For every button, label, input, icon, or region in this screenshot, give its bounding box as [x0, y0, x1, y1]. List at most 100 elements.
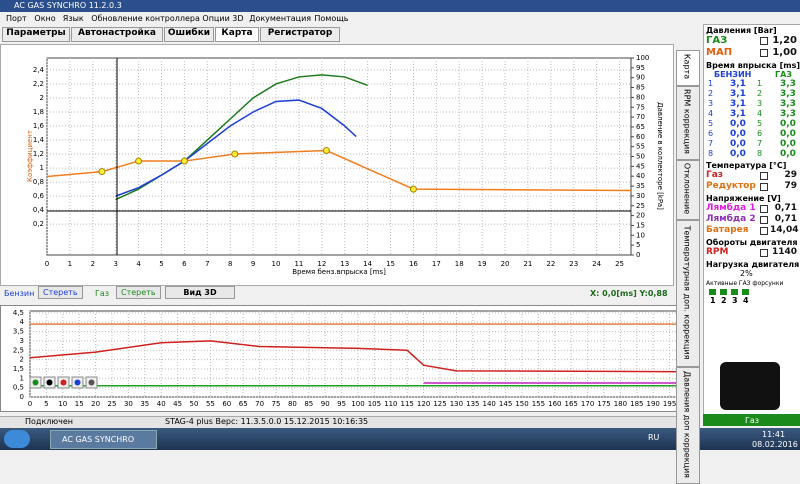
map-chart: 0 1 2 3 4 5 6 7 8 9 10 11 12 13 14 15 16 17 18 19 20 21 22 23 24… [26, 54, 664, 276]
petrol-time: 0,0 [730, 119, 746, 129]
cylinder-number: 6 [757, 129, 763, 138]
x-tick-label: 6 [182, 260, 187, 268]
reading-value: 1,00 [772, 47, 797, 58]
y2-tick-label: 15 [636, 221, 645, 229]
side-tab[interactable] [676, 220, 700, 367]
y-tick-label: 0 [20, 393, 24, 401]
map-panel [0, 44, 674, 286]
y-tick-label: 2,5 [13, 346, 24, 354]
menu-item[interactable]: Порт [6, 14, 27, 23]
y-tick-label: 1,2 [33, 150, 44, 158]
injector-number: 4 [743, 296, 749, 305]
y2-tick-label: 45 [636, 162, 645, 170]
tab[interactable]: Ошибки [164, 27, 214, 42]
checkbox[interactable] [760, 49, 768, 57]
menu-item[interactable]: Опции 3D [202, 14, 244, 23]
menu-item[interactable]: Документация [249, 14, 312, 23]
checkbox[interactable] [760, 37, 768, 45]
side-tab[interactable] [676, 50, 700, 86]
menu-item[interactable]: Помощь [314, 14, 349, 23]
tab[interactable]: Регистратор [260, 27, 340, 42]
y2-axis-label: Давление в коллекторе [kPa] [656, 102, 664, 210]
y-tick-label: 1 [40, 164, 44, 172]
checkbox[interactable] [760, 227, 768, 235]
x-axis-label: Время бенз.впрыска [ms] [292, 268, 386, 276]
scope-panel [0, 305, 692, 412]
player-icon [46, 379, 53, 386]
x-tick-label: 11 [294, 260, 303, 268]
cylinder-number: 5 [757, 119, 763, 128]
gas-label: Газ [95, 289, 110, 298]
checkbox[interactable] [760, 249, 768, 257]
language[interactable]: RU [648, 433, 660, 442]
gas-time: 3,3 [780, 89, 796, 99]
menu-item[interactable]: Обновление контроллера [91, 14, 200, 23]
x-tick-label: 195 [663, 400, 676, 408]
tab[interactable]: Автонастройка [71, 27, 163, 42]
player-icon [74, 379, 81, 386]
clear-gas-button[interactable]: Стереть [116, 286, 161, 299]
right-panel [703, 24, 800, 416]
injector-number: 1 [710, 296, 716, 305]
side-tab[interactable] [676, 86, 700, 161]
status-device: STAG-4 plus Верс: 11.3.5.0.0 15.12.2015 … [165, 417, 369, 426]
x-tick-label: 60 [222, 400, 231, 408]
x-tick-label: 10 [272, 260, 281, 268]
x-tick-label: 15 [386, 260, 395, 268]
x-tick-label: 0 [28, 400, 32, 408]
map-point [135, 157, 143, 165]
side-tab-label: Температурная доп. коррекция [682, 225, 692, 359]
x-tick-label: 25 [108, 400, 117, 408]
clear-petrol-button[interactable]: Стереть [38, 286, 83, 299]
cylinder-number: 5 [708, 119, 714, 128]
cylinder-number: 1 [757, 79, 763, 88]
checkbox[interactable] [760, 183, 768, 191]
x-tick-label: 16 [409, 260, 418, 268]
side-tab[interactable] [676, 160, 700, 221]
mode-bar [703, 414, 800, 426]
tab[interactable]: Параметры [2, 27, 70, 42]
column-header: БЕНЗИН [714, 70, 752, 79]
menu-item[interactable]: Окно [34, 14, 56, 23]
y2-tick-label: 40 [636, 172, 645, 180]
menu-item[interactable]: Язык [62, 14, 84, 23]
series-line [115, 74, 368, 201]
cylinder-number: 7 [708, 139, 714, 148]
map-point [409, 185, 417, 193]
x-tick-label: 120 [417, 400, 430, 408]
petrol-time: 3,1 [730, 109, 746, 119]
x-tick-label: 10 [58, 400, 67, 408]
y-tick-label: 2,2 [33, 80, 44, 88]
y2-tick-label: 20 [636, 212, 645, 220]
cylinder-number: 8 [708, 149, 714, 158]
y-tick-label: 0,2 [33, 220, 44, 228]
view-3d-button[interactable]: Вид 3D [165, 286, 235, 299]
y2-tick-label: 80 [636, 93, 645, 101]
checkbox[interactable] [760, 205, 768, 213]
series-line [46, 149, 632, 192]
x-tick-label: 5 [44, 400, 48, 408]
series-line [115, 99, 357, 197]
reading-label: Лямбда 2 [706, 214, 756, 224]
taskbar-app-button[interactable] [50, 430, 157, 449]
cylinder-number: 6 [708, 129, 714, 138]
start-button[interactable] [4, 430, 30, 448]
x-tick-label: 165 [565, 400, 578, 408]
x-tick-label: 80 [288, 400, 297, 408]
tab[interactable]: Карта [215, 27, 259, 42]
injector-number: 2 [721, 296, 727, 305]
map-point [180, 157, 188, 165]
x-tick-label: 185 [630, 400, 643, 408]
x-tick-label: 175 [597, 400, 610, 408]
x-tick-label: 8 [228, 260, 232, 268]
checkbox[interactable] [760, 216, 768, 224]
y-tick-label: 4,5 [13, 309, 24, 317]
x-tick-label: 155 [532, 400, 545, 408]
y2-tick-label: 10 [636, 231, 645, 239]
series-line [29, 340, 687, 373]
y2-tick-label: 0 [636, 251, 640, 259]
x-tick-label: 22 [546, 260, 555, 268]
cylinder-number: 3 [757, 99, 763, 108]
checkbox[interactable] [760, 172, 768, 180]
section-title: Активные ГАЗ форсунки [706, 280, 784, 287]
